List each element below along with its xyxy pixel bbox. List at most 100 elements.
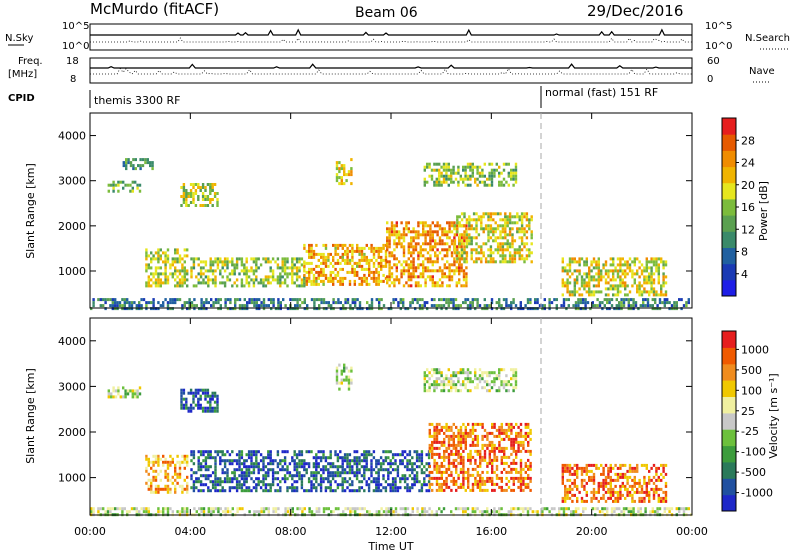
- echo-cell: [295, 489, 299, 493]
- echo-cell: [499, 233, 502, 237]
- echo-cell: [499, 224, 502, 228]
- echo-cell: [199, 186, 202, 189]
- echo-cell: [578, 269, 581, 273]
- echo-cell: [202, 301, 206, 305]
- echo-cell: [490, 174, 494, 178]
- echo-cell: [464, 174, 467, 178]
- echo-cell: [524, 476, 527, 480]
- echo-cell: [377, 477, 380, 481]
- echo-cell: [522, 440, 525, 444]
- echo-cell: [279, 307, 282, 311]
- echo-cell: [414, 307, 417, 311]
- echo-cell: [164, 487, 167, 491]
- echo-cell: [212, 304, 215, 308]
- echo-cell: [458, 254, 461, 258]
- echo-cell: [238, 298, 242, 302]
- echo-cell: [264, 489, 268, 493]
- echo-cell: [370, 465, 373, 469]
- echo-cell: [446, 221, 449, 225]
- echo-cell: [462, 455, 465, 459]
- echo-cell: [462, 422, 465, 426]
- echo-cell: [453, 245, 457, 249]
- echo-cell: [443, 275, 446, 279]
- echo-cell: [619, 257, 622, 261]
- echo-cell: [438, 488, 441, 492]
- echo-cell: [391, 486, 395, 490]
- echo-cell: [441, 272, 444, 276]
- echo-cell: [345, 375, 348, 379]
- echo-cell: [660, 472, 663, 476]
- echo-cell: [298, 275, 301, 279]
- echo-cell: [583, 278, 586, 282]
- echo-cell: [370, 453, 373, 457]
- echo-cell: [110, 392, 113, 396]
- echo-cell: [102, 507, 105, 511]
- echo-cell: [154, 460, 158, 464]
- echo-cell: [633, 478, 636, 482]
- echo-cell: [341, 282, 344, 286]
- echo-cell: [247, 284, 251, 288]
- echo-cell: [211, 394, 214, 398]
- echo-cell: [592, 481, 596, 485]
- colorbar-tick-label: 24: [741, 157, 755, 170]
- echo-cell: [190, 257, 193, 261]
- echo-cell: [228, 462, 232, 466]
- echo-cell: [503, 452, 506, 456]
- echo-cell: [147, 266, 150, 270]
- echo-cell: [446, 248, 449, 252]
- echo-cell: [183, 269, 186, 273]
- echo-cell: [283, 459, 287, 463]
- echo-cell: [289, 298, 292, 302]
- echo-cell: [567, 298, 570, 302]
- echo-cell: [568, 293, 572, 297]
- echo-cell: [409, 304, 412, 308]
- echo-cell: [429, 245, 432, 249]
- echo-cell: [351, 489, 354, 493]
- echo-cell: [561, 257, 564, 261]
- echo-cell: [199, 489, 203, 493]
- echo-cell: [310, 489, 313, 493]
- echo-cell: [422, 269, 425, 273]
- echo-cell: [315, 468, 318, 472]
- echo-cell: [255, 298, 258, 302]
- echo-cell: [576, 260, 579, 264]
- echo-cell: [561, 496, 564, 500]
- echo-cell: [657, 293, 660, 297]
- echo-cell: [459, 440, 463, 444]
- echo-cell: [390, 307, 393, 311]
- echo-cell: [368, 304, 371, 308]
- echo-cell: [513, 239, 517, 243]
- echo-cell: [574, 301, 578, 305]
- echo-cell: [231, 263, 234, 267]
- echo-cell: [152, 463, 155, 467]
- echo-cell: [380, 307, 383, 311]
- echo-cell: [322, 255, 325, 259]
- echo-cell: [561, 463, 564, 467]
- echo-cell: [318, 510, 321, 514]
- echo-cell: [520, 248, 524, 252]
- echo-cell: [388, 275, 391, 279]
- echo-cell: [250, 477, 253, 481]
- echo-cell: [664, 499, 668, 503]
- echo-cell: [673, 301, 676, 305]
- echo-cell: [377, 252, 380, 256]
- echo-cell: [612, 275, 615, 279]
- echo-cell: [465, 242, 469, 246]
- echo-cell: [486, 304, 489, 308]
- echo-cell: [441, 233, 444, 237]
- echo-cell: [419, 254, 422, 258]
- echo-cell: [204, 477, 208, 481]
- echo-cell: [655, 290, 658, 294]
- echo-cell: [209, 474, 212, 478]
- echo-cell: [576, 281, 579, 285]
- echo-cell: [192, 201, 195, 204]
- echo-cell: [580, 293, 584, 297]
- echo-cell: [426, 307, 429, 311]
- echo-cell: [166, 257, 170, 261]
- echo-cell: [194, 192, 198, 195]
- echo-cell: [529, 437, 532, 441]
- echo-cell: [259, 263, 263, 267]
- echo-cell: [351, 249, 354, 253]
- echo-cell: [355, 474, 359, 478]
